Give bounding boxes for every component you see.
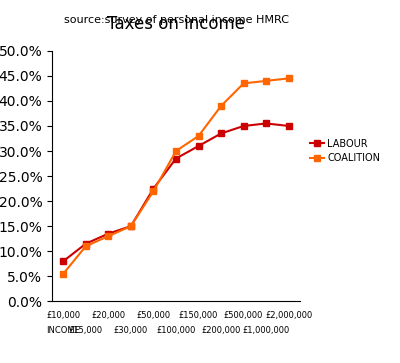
Text: £30,000: £30,000 [114,326,148,335]
LABOUR [241,124,246,128]
Title: source:survey of personal income HMRC: source:survey of personal income HMRC [64,15,288,25]
Text: £2,000,000: £2,000,000 [265,311,312,320]
Text: INCOME: INCOME [46,326,80,335]
Text: £500,000: £500,000 [224,311,263,320]
LABOUR [84,241,88,246]
COALITION [61,272,66,276]
COALITION [241,81,246,86]
LABOUR [106,232,111,236]
COALITION [174,149,178,153]
Text: £15,000: £15,000 [69,326,103,335]
Line: COALITION: COALITION [60,76,292,277]
Text: £150,000: £150,000 [179,311,218,320]
Legend: LABOUR, COALITION: LABOUR, COALITION [310,139,380,163]
LABOUR [286,124,291,128]
Text: £200,000: £200,000 [202,326,241,335]
LABOUR [174,156,178,161]
Text: £1,000,000: £1,000,000 [242,326,290,335]
Text: £100,000: £100,000 [156,326,196,335]
Text: £10,000: £10,000 [46,311,80,320]
LABOUR [128,224,133,228]
COALITION [151,189,156,193]
Line: LABOUR: LABOUR [60,121,292,264]
LABOUR [61,259,66,264]
LABOUR [219,131,224,136]
Text: £50,000: £50,000 [136,311,170,320]
COALITION [128,224,133,228]
COALITION [106,234,111,238]
COALITION [286,76,291,81]
COALITION [219,104,224,108]
Text: £20,000: £20,000 [91,311,126,320]
Text: Taxes on income: Taxes on income [107,15,245,33]
LABOUR [151,187,156,191]
COALITION [84,244,88,248]
COALITION [264,79,268,83]
COALITION [196,134,201,138]
LABOUR [264,121,268,126]
LABOUR [196,144,201,148]
